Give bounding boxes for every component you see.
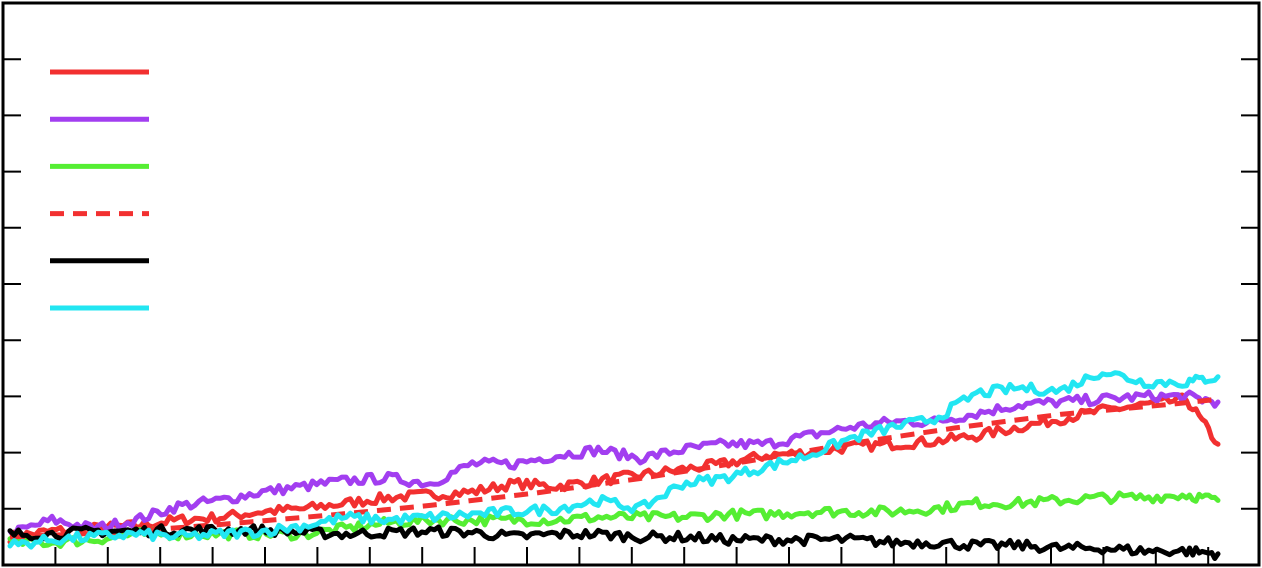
series-line-4 [9,396,1219,540]
plot-area [7,370,1221,561]
axis-ticks [3,58,1259,565]
series-line-2 [7,389,1221,540]
series-line-6 [7,370,1221,550]
series-line-5 [7,523,1221,561]
legend [50,69,149,311]
series-line-1 [7,392,1221,545]
